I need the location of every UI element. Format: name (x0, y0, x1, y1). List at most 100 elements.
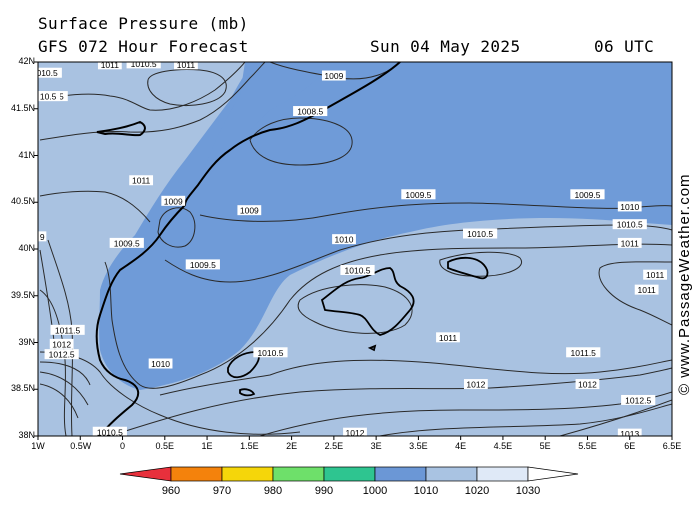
formentera (239, 388, 256, 397)
forecast-date: Sun 04 May 2025 (370, 37, 521, 56)
isobar-label: 1010.5 (92, 426, 127, 437)
isobar-label: 1009 (161, 195, 186, 206)
svg-text:1009: 1009 (324, 71, 343, 81)
lon-label: 1W (31, 441, 45, 451)
pressure-color-scale: 960 970 980 990 1000 1010 1020 1030 (119, 466, 579, 497)
lon-label: 1E (201, 441, 213, 451)
isobar-labels: 1010.5 1011 1010.5 1011 1009 1008.5 1010.5 1011… (32, 59, 667, 439)
isobar-label: 1010.5 (612, 219, 647, 230)
isobar-label: 1011 (174, 60, 198, 70)
scale-swatch (374, 466, 427, 482)
scale-label: 980 (264, 485, 282, 497)
isobar-label: 1012.5 (621, 394, 656, 405)
svg-text:1010.5: 1010.5 (32, 68, 58, 78)
svg-text:1011.5: 1011.5 (571, 348, 597, 358)
isobar-label: 1009 (321, 70, 346, 81)
isobar-label: 1011 (97, 60, 122, 70)
svg-text:1009.5: 1009.5 (114, 238, 140, 248)
isobar-label: 1009.5 (109, 237, 144, 248)
svg-text:1010.5: 1010.5 (257, 348, 283, 358)
svg-text:9: 9 (40, 232, 45, 242)
lat-label: 40N (18, 243, 35, 253)
copyright-watermark: © www.PassageWeather.com (676, 173, 693, 395)
cabrera (367, 344, 377, 352)
scale-label: 970 (213, 485, 231, 497)
lat-label: 39.5N (10, 289, 35, 300)
svg-text:1009: 1009 (240, 206, 259, 216)
isobar-label: 1010 (617, 201, 642, 212)
svg-text:1010.5: 1010.5 (467, 229, 493, 239)
svg-text:1008.5: 1008.5 (297, 107, 323, 117)
lon-label: 6E (624, 441, 636, 451)
isobar-label: 1009 (237, 205, 262, 216)
forecast-time: 06 UTC (594, 37, 655, 56)
scale-swatch (425, 466, 478, 482)
isobar-label: 1012 (343, 427, 367, 438)
scale-label: 1030 (516, 485, 540, 497)
low-pressure-core (200, 62, 330, 180)
isobar-label: 1009.5 (401, 189, 436, 200)
svg-text:1010: 1010 (335, 235, 354, 245)
scale-label: 1020 (465, 485, 489, 497)
lat-label: 40.5N (10, 196, 35, 207)
isobar-label: 1010.5 (126, 59, 161, 69)
scale-swatch (476, 466, 529, 482)
svg-text:1009.5: 1009.5 (405, 190, 431, 200)
isobar-label: 1010 (332, 234, 356, 245)
svg-text:1012.5: 1012.5 (625, 395, 651, 405)
ibiza (227, 351, 260, 379)
isobar-label: 1011 (617, 237, 642, 248)
svg-text:1011.5: 1011.5 (55, 325, 81, 335)
svg-text:1010: 1010 (151, 359, 170, 369)
svg-text:1011: 1011 (439, 333, 458, 343)
lon-label: 3.5E (409, 441, 428, 451)
lon-label: 3E (370, 441, 382, 451)
isobar-label: 9 (38, 231, 47, 242)
isobar-label: 1011 (436, 332, 460, 343)
svg-text:1010.5: 1010.5 (345, 266, 371, 276)
lon-label: 1.5E (240, 441, 259, 451)
svg-text:1012: 1012 (346, 428, 365, 438)
balearic-islands (227, 256, 489, 397)
isobar-label: 1011.5 (50, 324, 85, 335)
scale-label: 990 (315, 485, 333, 497)
isobar-label: 1011 (129, 175, 154, 186)
menorca (447, 256, 489, 280)
svg-text:1011: 1011 (637, 285, 656, 295)
isobar-label: 1011 (643, 269, 667, 280)
svg-text:1012: 1012 (52, 339, 71, 349)
svg-text:1011: 1011 (101, 60, 120, 70)
lat-label: 41.5N (10, 102, 35, 113)
lat-label: 41N (18, 149, 35, 160)
svg-text:1010.5: 1010.5 (131, 59, 157, 69)
svg-text:1011: 1011 (177, 60, 196, 70)
svg-text:1009.5: 1009.5 (190, 260, 216, 270)
svg-text:1012: 1012 (578, 380, 597, 390)
scale-swatch (119, 466, 172, 482)
isobar-label: 1010 (148, 358, 173, 369)
svg-text:1010.5: 1010.5 (97, 427, 123, 437)
scale-swatch (221, 466, 274, 482)
scale-label: 1010 (414, 485, 438, 497)
isobar-label: 1012 (575, 379, 600, 390)
svg-text:1010: 1010 (620, 202, 639, 212)
isobar-label: 1013 (617, 428, 642, 439)
lat-label: 42N (18, 56, 35, 66)
lat-label: 38N (18, 430, 35, 440)
svg-text:1009.5: 1009.5 (574, 190, 600, 200)
svg-text:1009: 1009 (164, 196, 183, 206)
svg-text:1011: 1011 (132, 176, 151, 186)
lon-label: 5E (539, 441, 551, 451)
svg-text:1013: 1013 (620, 429, 639, 439)
isobar-label: 1011.5 (566, 347, 601, 358)
svg-text:10.5: 10.5 (40, 92, 57, 102)
isobar-label: 10.5 (38, 91, 61, 102)
isobar-label: 1012 (49, 338, 74, 349)
mallorca (320, 267, 415, 336)
lon-label: 2.5E (324, 441, 344, 451)
low-pressure-region (99, 62, 672, 390)
isobar-label: 1011 (634, 284, 659, 295)
isobar-label: 1010.5 (253, 347, 288, 358)
isobar-label: 1010.5 (463, 228, 498, 239)
scale-swatch (272, 466, 325, 482)
